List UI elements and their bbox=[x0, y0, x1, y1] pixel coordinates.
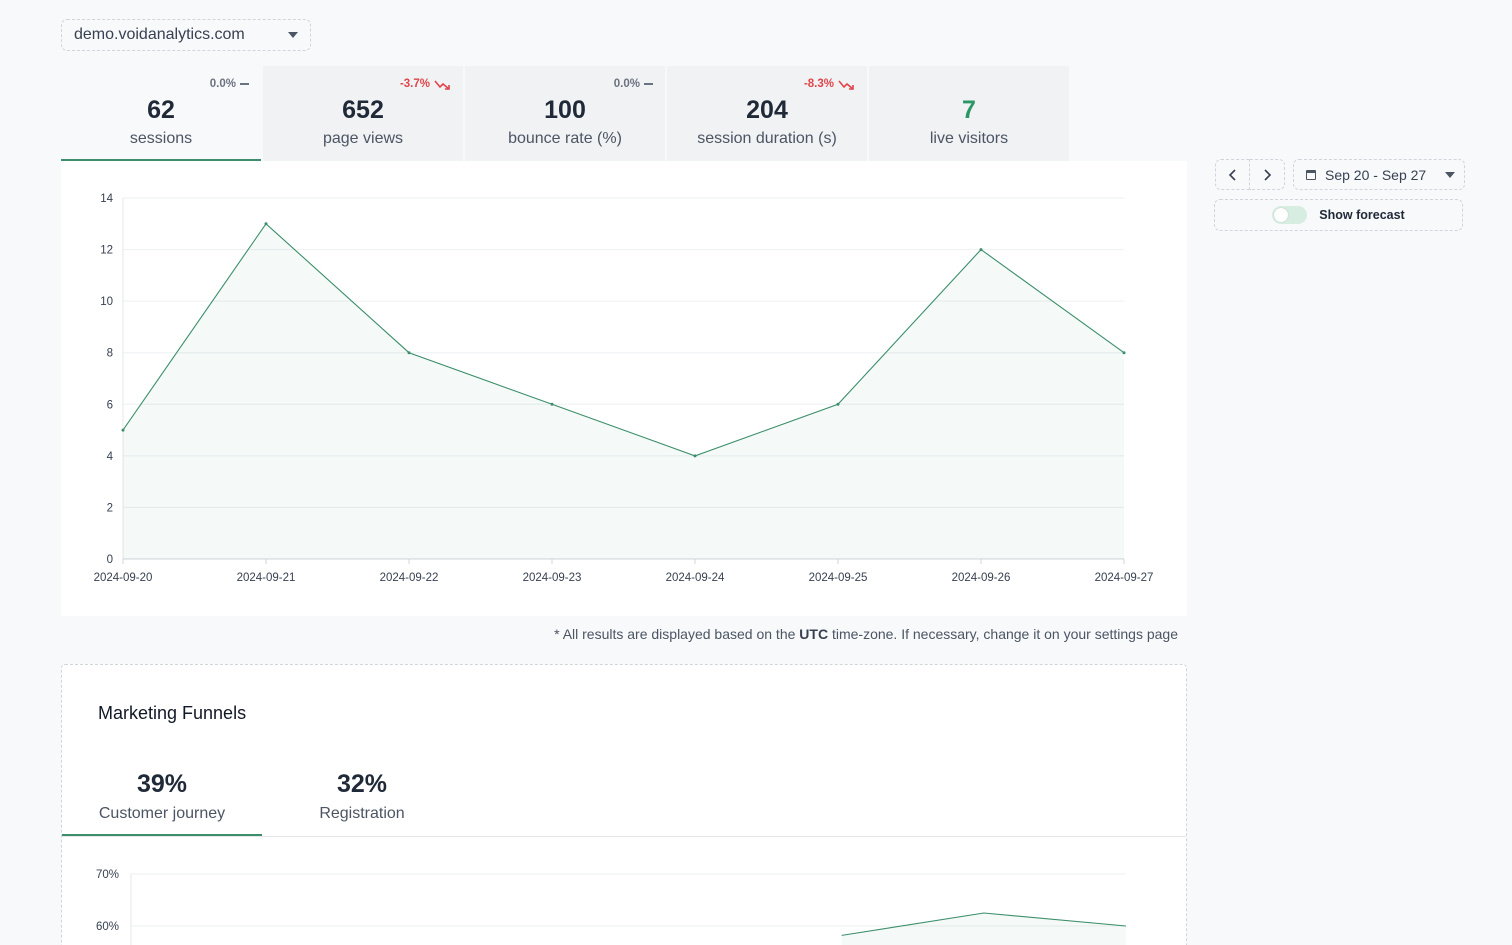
x-tick-label: 2024-09-23 bbox=[523, 572, 582, 584]
kpi-delta: 0.0% bbox=[614, 78, 653, 90]
timezone-note: * All results are displayed based on the… bbox=[554, 626, 1178, 642]
data-point[interactable] bbox=[979, 248, 983, 252]
kpi-label: live visitors bbox=[929, 130, 1009, 147]
kpi-value: 652 bbox=[342, 96, 384, 124]
funnel-name: Registration bbox=[319, 805, 405, 822]
kpi-delta: 0.0% bbox=[210, 78, 249, 90]
kpi-value: 7 bbox=[962, 96, 976, 124]
trend-down-icon bbox=[434, 79, 450, 90]
data-point[interactable] bbox=[550, 402, 554, 406]
funnel-tab-registration[interactable]: 32% Registration bbox=[262, 765, 462, 836]
toggle-knob bbox=[1274, 208, 1289, 222]
data-point[interactable] bbox=[1122, 351, 1126, 355]
kpi-tabs: 0.0% 62 sessions -3.7% 652 page views 0.… bbox=[61, 66, 1071, 161]
sessions-chart-svg: 0 2 4 6 8 10 12 14 2024-09-20 2024-09-21 2024-09-2… bbox=[94, 193, 1154, 584]
kpi-tab-sessions[interactable]: 0.0% 62 sessions bbox=[61, 66, 261, 161]
y-tick-label: 8 bbox=[107, 348, 113, 360]
y-tick-label: 60% bbox=[96, 921, 119, 933]
kpi-label: page views bbox=[322, 130, 404, 147]
kpi-value: 62 bbox=[147, 96, 175, 124]
data-point[interactable] bbox=[407, 351, 411, 355]
kpi-tab-live-visitors[interactable]: 7 live visitors bbox=[869, 66, 1069, 161]
series-line bbox=[122, 222, 1125, 457]
x-tick-label: 2024-09-24 bbox=[666, 572, 725, 584]
kpi-delta: -3.7% bbox=[400, 78, 451, 90]
y-tick-label: 14 bbox=[100, 193, 113, 205]
series-area bbox=[841, 913, 1126, 945]
kpi-label: bounce rate (%) bbox=[508, 130, 622, 147]
chevron-left-icon bbox=[1228, 168, 1236, 181]
date-nav bbox=[1215, 159, 1285, 190]
y-tick-label: 4 bbox=[107, 451, 114, 463]
site-selector[interactable]: demo.voidanalytics.com bbox=[61, 19, 311, 51]
date-range-picker[interactable]: Sep 20 - Sep 27 bbox=[1293, 159, 1465, 190]
data-point[interactable] bbox=[693, 454, 697, 458]
funnel-name: Customer journey bbox=[98, 805, 226, 822]
x-tick-label: 2024-09-25 bbox=[809, 572, 868, 584]
kpi-value: 100 bbox=[544, 96, 586, 124]
next-period-button[interactable] bbox=[1250, 159, 1285, 190]
data-point[interactable] bbox=[836, 402, 840, 406]
funnel-pct: 39% bbox=[136, 770, 188, 798]
x-tick-label: 2024-09-26 bbox=[952, 572, 1011, 584]
data-point[interactable] bbox=[121, 428, 125, 432]
forecast-toggle[interactable] bbox=[1272, 206, 1308, 224]
series-area bbox=[123, 223, 1124, 559]
x-tick-label: 2024-09-20 bbox=[94, 572, 153, 584]
calendar-icon bbox=[1306, 169, 1316, 180]
flat-trend-icon bbox=[240, 83, 249, 85]
kpi-label: session duration (s) bbox=[697, 130, 837, 147]
forecast-control: Show forecast bbox=[1214, 199, 1463, 231]
data-point[interactable] bbox=[264, 222, 268, 226]
kpi-value: 204 bbox=[746, 96, 788, 124]
caret-down-icon bbox=[1445, 172, 1455, 178]
y-tick-label: 10 bbox=[100, 296, 113, 308]
series-line bbox=[841, 912, 1127, 936]
x-tick-label: 2024-09-21 bbox=[237, 572, 296, 584]
date-range-label: Sep 20 - Sep 27 bbox=[1325, 166, 1427, 183]
kpi-tab-page-views[interactable]: -3.7% 652 page views bbox=[263, 66, 463, 161]
y-tick-label: 70% bbox=[96, 869, 119, 881]
kpi-tab-session-duration[interactable]: -8.3% 204 session duration (s) bbox=[667, 66, 867, 161]
y-tick-label: 12 bbox=[100, 245, 113, 257]
x-tick-label: 2024-09-22 bbox=[380, 572, 439, 584]
y-tick-label: 0 bbox=[107, 554, 113, 566]
forecast-label: Show forecast bbox=[1319, 208, 1405, 222]
kpi-label: sessions bbox=[129, 130, 193, 147]
kpi-tab-bounce-rate[interactable]: 0.0% 100 bounce rate (%) bbox=[465, 66, 665, 161]
funnels-title: Marketing Funnels bbox=[98, 703, 247, 723]
chevron-right-icon bbox=[1264, 168, 1272, 181]
funnel-pct: 32% bbox=[336, 770, 388, 798]
x-tick-label: 2024-09-27 bbox=[1095, 572, 1154, 584]
caret-down-icon bbox=[288, 32, 298, 38]
kpi-delta: -8.3% bbox=[804, 78, 855, 90]
marketing-funnels-panel: Marketing Funnels 39% Customer journey 3… bbox=[61, 664, 1187, 945]
flat-trend-icon bbox=[644, 83, 653, 85]
funnel-chart-svg: 70% 60% bbox=[96, 869, 1127, 945]
site-selector-value: demo.voidanalytics.com bbox=[74, 26, 245, 43]
y-tick-label: 2 bbox=[107, 502, 113, 514]
funnel-tab-customer-journey[interactable]: 39% Customer journey bbox=[62, 765, 262, 836]
trend-down-icon bbox=[838, 79, 854, 90]
y-tick-label: 6 bbox=[107, 399, 113, 411]
funnel-tabs: 39% Customer journey 32% Registration bbox=[62, 765, 1186, 837]
sessions-chart: 0 2 4 6 8 10 12 14 2024-09-20 2024-09-21 2024-09-2… bbox=[61, 161, 1187, 616]
prev-period-button[interactable] bbox=[1215, 159, 1250, 190]
